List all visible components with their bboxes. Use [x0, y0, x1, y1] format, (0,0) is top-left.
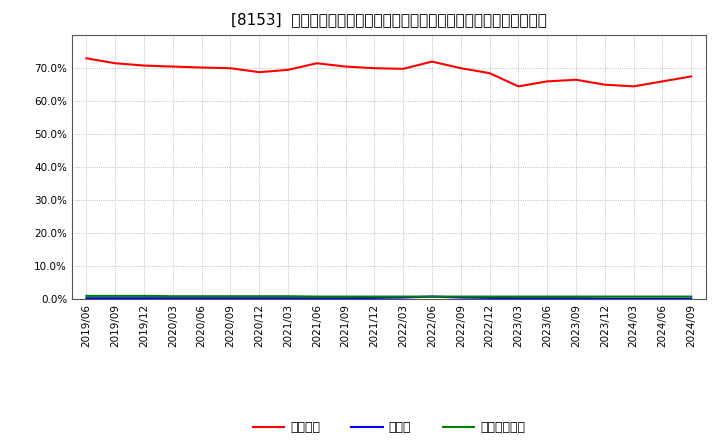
繰延税金資産 — [600, 294, 609, 299]
自己資本 — [111, 61, 120, 66]
繰延税金資産 — [658, 294, 667, 299]
自己資本 — [399, 66, 408, 71]
自己資本 — [312, 61, 321, 66]
自己資本 — [543, 79, 552, 84]
Title: [8153]  自己資本、のれん、繰延税金資産の総資産に対する比率の推移: [8153] 自己資本、のれん、繰延税金資産の総資産に対する比率の推移 — [231, 12, 546, 27]
繰延税金資産 — [370, 294, 379, 299]
のれん — [514, 296, 523, 301]
のれん — [428, 294, 436, 299]
のれん — [140, 296, 148, 301]
繰延税金資産 — [543, 294, 552, 299]
のれん — [284, 296, 292, 301]
のれん — [485, 295, 494, 301]
のれん — [197, 296, 206, 301]
自己資本 — [428, 59, 436, 64]
繰延税金資産 — [399, 294, 408, 299]
繰延税金資産 — [687, 294, 696, 299]
Legend: 自己資本, のれん, 繰延税金資産: 自己資本, のれん, 繰延税金資産 — [248, 416, 530, 439]
繰延税金資産 — [572, 294, 580, 299]
繰延税金資産 — [456, 294, 465, 299]
のれん — [399, 295, 408, 300]
自己資本 — [168, 64, 177, 69]
Line: 繰延税金資産: 繰延税金資産 — [86, 296, 691, 297]
のれん — [341, 296, 350, 301]
自己資本 — [197, 65, 206, 70]
のれん — [572, 296, 580, 301]
繰延税金資産 — [226, 293, 235, 299]
のれん — [687, 296, 696, 301]
自己資本 — [572, 77, 580, 82]
自己資本 — [284, 67, 292, 73]
繰延税金資産 — [111, 293, 120, 299]
のれん — [600, 296, 609, 301]
繰延税金資産 — [140, 293, 148, 299]
のれん — [111, 296, 120, 301]
繰延税金資産 — [312, 294, 321, 299]
のれん — [543, 296, 552, 301]
繰延税金資産 — [82, 293, 91, 299]
のれん — [312, 296, 321, 301]
自己資本 — [485, 70, 494, 76]
のれん — [82, 296, 91, 301]
自己資本 — [456, 66, 465, 71]
繰延税金資産 — [197, 293, 206, 299]
繰延税金資産 — [168, 293, 177, 299]
のれん — [255, 296, 264, 301]
自己資本 — [82, 55, 91, 61]
自己資本 — [140, 63, 148, 68]
繰延税金資産 — [284, 293, 292, 299]
のれん — [658, 296, 667, 301]
のれん — [456, 295, 465, 300]
Line: 自己資本: 自己資本 — [86, 58, 691, 86]
繰延税金資産 — [629, 294, 638, 299]
のれん — [370, 295, 379, 301]
自己資本 — [687, 74, 696, 79]
自己資本 — [600, 82, 609, 87]
自己資本 — [514, 84, 523, 89]
のれん — [629, 296, 638, 301]
自己資本 — [255, 70, 264, 75]
のれん — [226, 296, 235, 301]
自己資本 — [370, 66, 379, 71]
自己資本 — [658, 79, 667, 84]
繰延税金資産 — [341, 294, 350, 299]
自己資本 — [341, 64, 350, 69]
のれん — [168, 296, 177, 301]
繰延税金資産 — [514, 294, 523, 299]
繰延税金資産 — [428, 294, 436, 299]
繰延税金資産 — [255, 293, 264, 299]
自己資本 — [226, 66, 235, 71]
繰延税金資産 — [485, 294, 494, 299]
Line: のれん: のれん — [86, 297, 691, 299]
自己資本 — [629, 84, 638, 89]
